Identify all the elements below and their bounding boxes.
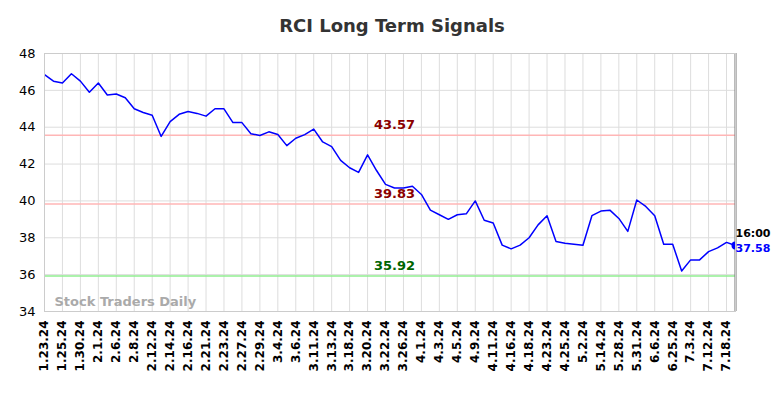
svg-text:2.29.24: 2.29.24	[253, 321, 267, 372]
svg-text:7.3.24: 7.3.24	[683, 321, 697, 364]
svg-text:2.1.24: 2.1.24	[91, 321, 105, 364]
svg-text:3.11.24: 3.11.24	[307, 321, 321, 372]
svg-text:3.13.24: 3.13.24	[325, 321, 339, 372]
svg-text:3.4.24: 3.4.24	[271, 321, 285, 364]
svg-text:4.11.24: 4.11.24	[486, 321, 500, 372]
svg-text:7.12.24: 7.12.24	[701, 321, 715, 372]
svg-text:5.31.24: 5.31.24	[630, 321, 644, 372]
svg-text:16:00: 16:00	[736, 227, 771, 240]
svg-text:2.12.24: 2.12.24	[145, 321, 159, 372]
svg-text:2.16.24: 2.16.24	[181, 321, 195, 372]
svg-text:4.25.24: 4.25.24	[558, 321, 572, 372]
svg-text:2.14.24: 2.14.24	[163, 321, 177, 372]
svg-text:2.8.24: 2.8.24	[127, 321, 141, 364]
svg-text:Stock Traders Daily: Stock Traders Daily	[55, 294, 197, 309]
svg-text:36: 36	[19, 267, 36, 282]
svg-text:6.25.24: 6.25.24	[666, 321, 680, 372]
svg-text:34: 34	[19, 304, 36, 319]
svg-text:7.18.24: 7.18.24	[719, 321, 733, 372]
svg-text:48: 48	[19, 46, 36, 61]
svg-text:5.2.24: 5.2.24	[576, 321, 590, 364]
svg-text:4.5.24: 4.5.24	[450, 321, 464, 364]
svg-text:3.20.24: 3.20.24	[360, 321, 374, 372]
svg-text:3.18.24: 3.18.24	[342, 321, 356, 372]
svg-text:39.83: 39.83	[373, 186, 415, 202]
svg-text:46: 46	[19, 83, 36, 98]
svg-text:38: 38	[19, 230, 36, 245]
svg-text:2.21.24: 2.21.24	[199, 321, 213, 372]
svg-text:6.6.24: 6.6.24	[648, 321, 662, 364]
svg-text:5.28.24: 5.28.24	[612, 321, 626, 372]
svg-text:2.6.24: 2.6.24	[109, 321, 123, 364]
svg-text:4.16.24: 4.16.24	[504, 321, 518, 372]
svg-text:3.22.24: 3.22.24	[378, 321, 392, 372]
svg-text:40: 40	[19, 193, 36, 208]
svg-text:1.23.24: 1.23.24	[37, 321, 51, 372]
svg-text:43.57: 43.57	[374, 117, 415, 132]
svg-text:4.9.24: 4.9.24	[468, 321, 482, 364]
svg-text:5.14.24: 5.14.24	[594, 321, 608, 372]
svg-text:3.6.24: 3.6.24	[289, 321, 303, 364]
svg-text:44: 44	[19, 119, 36, 134]
html-text:RCI Long Term Signals: RCI Long Term Signals	[279, 15, 505, 36]
svg-text:4.23.24: 4.23.24	[540, 321, 554, 372]
svg-text:35.92: 35.92	[374, 258, 415, 273]
svg-text:42: 42	[19, 156, 36, 171]
svg-text:3.26.24: 3.26.24	[396, 321, 410, 372]
svg-text:37.58: 37.58	[736, 242, 771, 255]
svg-text:2.23.24: 2.23.24	[217, 321, 231, 372]
svg-text:4.3.24: 4.3.24	[432, 321, 446, 364]
svg-text:1.30.24: 1.30.24	[73, 321, 87, 372]
svg-text:4.1.24: 4.1.24	[414, 321, 428, 364]
svg-text:2.27.24: 2.27.24	[235, 321, 249, 372]
svg-text:4.18.24: 4.18.24	[522, 321, 536, 372]
svg-text:1.25.24: 1.25.24	[55, 321, 69, 372]
